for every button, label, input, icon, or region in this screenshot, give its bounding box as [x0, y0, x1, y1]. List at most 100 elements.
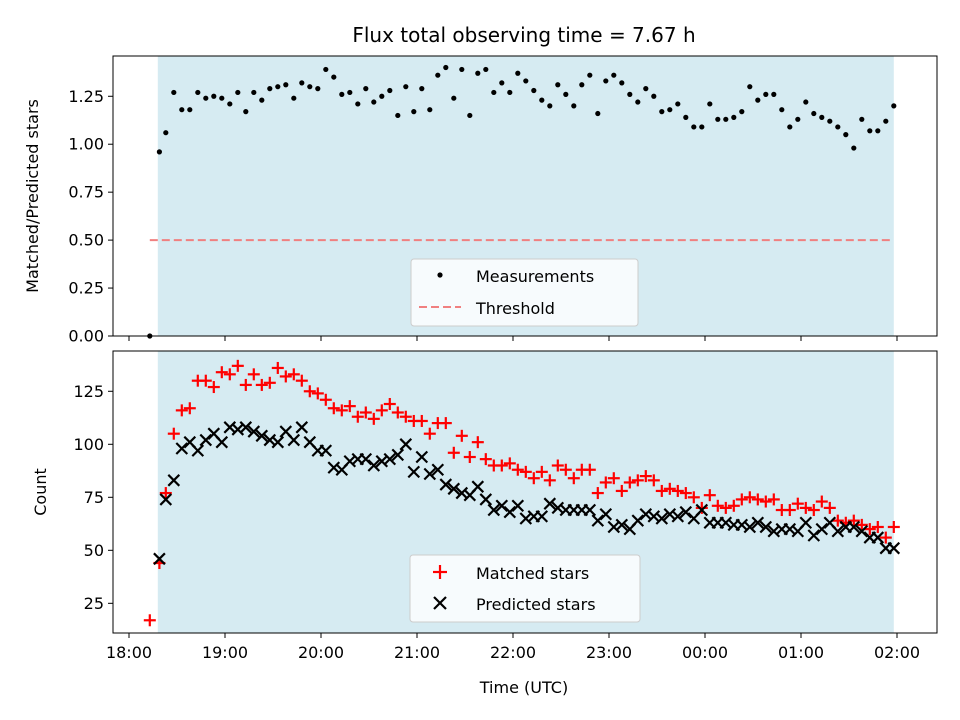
measurement-point — [411, 109, 417, 115]
predicted-star-point — [807, 529, 821, 542]
matched-star-point — [215, 366, 228, 379]
predicted-star-point — [359, 452, 373, 466]
predicted-star-point — [391, 448, 405, 462]
measurement-point — [195, 89, 201, 96]
x-tick-label: 20:00 — [298, 643, 344, 662]
matched-star-point — [607, 472, 620, 485]
matched-star-point — [727, 499, 740, 512]
measurement-point — [307, 84, 313, 90]
measurement-point — [787, 124, 793, 130]
matched-star-point — [447, 446, 460, 459]
top-y-axis-label: Matched/Predicted stars — [23, 99, 42, 293]
matched-star-point — [655, 484, 668, 497]
matched-star-point — [615, 484, 628, 497]
matched-star-point — [319, 393, 332, 406]
matched-star-point — [879, 531, 892, 544]
predicted-star-point — [447, 482, 461, 496]
top-y-axis: 0.00 0.25 0.50 0.75 1.00 1.25 — [68, 87, 113, 346]
matched-star-point — [871, 520, 884, 533]
matched-star-point — [175, 404, 188, 417]
matched-star-point — [767, 493, 780, 506]
predicted-star-point — [591, 514, 605, 527]
matched-star-point — [159, 487, 172, 500]
predicted-star-point — [495, 499, 509, 513]
x-tick-label: 02:00 — [874, 643, 920, 662]
predicted-star-point — [383, 452, 397, 466]
measurement-point — [443, 64, 449, 71]
predicted-star-point — [247, 425, 261, 438]
matched-star-point — [375, 404, 388, 417]
measurement-point — [683, 114, 689, 120]
y-tick-label: 1.00 — [68, 135, 104, 154]
predicted-star-point — [167, 474, 181, 487]
y-tick-label: 125 — [73, 382, 104, 401]
measurement-point — [459, 66, 465, 73]
measurement-point — [499, 80, 505, 86]
matched-star-point — [623, 476, 636, 489]
predicted-star-point — [479, 493, 493, 506]
matched-star-point — [863, 523, 876, 536]
measurement-point — [235, 89, 241, 96]
matched-star-point — [527, 472, 540, 485]
measurement-point — [323, 66, 329, 73]
measurement-point — [883, 118, 889, 124]
matched-star-point — [263, 376, 276, 389]
matched-star-point — [559, 463, 572, 476]
predicted-star-point — [871, 531, 885, 544]
x-tick-label: 21:00 — [394, 643, 440, 662]
measurement-point — [547, 103, 553, 109]
y-tick-label: 25 — [84, 594, 104, 613]
matched-star-point — [167, 427, 180, 440]
measurement-point — [835, 124, 841, 130]
matched-star-point — [751, 493, 764, 506]
predicted-star-point — [415, 450, 429, 464]
predicted-star-point — [367, 459, 381, 472]
matched-star-point — [343, 400, 356, 413]
measurement-point — [379, 93, 385, 99]
matched-star-point — [279, 370, 292, 383]
matched-star-point — [631, 474, 644, 487]
matched-star-point — [359, 406, 372, 419]
matched-star-point — [887, 520, 900, 533]
predicted-star-point — [511, 499, 525, 513]
measurement-point — [603, 78, 609, 84]
predicted-star-point — [199, 433, 213, 447]
matched-star-point — [303, 385, 316, 398]
predicted-star-point — [255, 429, 269, 443]
matched-star-point — [807, 504, 820, 517]
measurement-point — [531, 87, 537, 94]
predicted-star-point — [671, 510, 685, 523]
measurement-point — [731, 114, 737, 120]
top-legend-box — [410, 258, 639, 327]
measurement-point — [275, 84, 281, 90]
matched-star-point — [735, 493, 748, 506]
measurement-point — [315, 86, 321, 92]
matched-star-point — [351, 410, 364, 423]
bottom-axes-frame — [112, 350, 938, 634]
measurement-point — [571, 103, 577, 109]
predicted-star-point — [431, 463, 445, 477]
measurement-point — [467, 112, 473, 119]
matched-star-point — [791, 497, 804, 510]
matched-star-point — [551, 459, 564, 472]
y-tick-label: 75 — [84, 488, 104, 507]
bottom-y-axis: 25 50 75 100 125 — [73, 382, 113, 613]
predicted-star-point — [583, 503, 597, 517]
measurement-point — [579, 82, 585, 88]
measurement-point — [491, 89, 497, 96]
matched-star-point — [535, 465, 548, 478]
measurement-point — [515, 70, 521, 76]
top-x-ticks — [128, 336, 898, 341]
measurement-point — [627, 91, 633, 97]
measurement-point — [251, 89, 257, 96]
matched-star-point — [639, 470, 652, 483]
matched-star-point — [519, 465, 532, 478]
matched-star-point — [511, 463, 524, 476]
predicted-star-point — [615, 518, 629, 532]
bottom-legend: Matched stars Predicted stars — [409, 554, 641, 623]
matched-star-point — [695, 501, 708, 514]
measurement-point — [859, 116, 865, 122]
predicted-star-point — [695, 503, 709, 517]
matched-legend-marker — [433, 565, 447, 579]
measurement-point — [747, 84, 753, 90]
